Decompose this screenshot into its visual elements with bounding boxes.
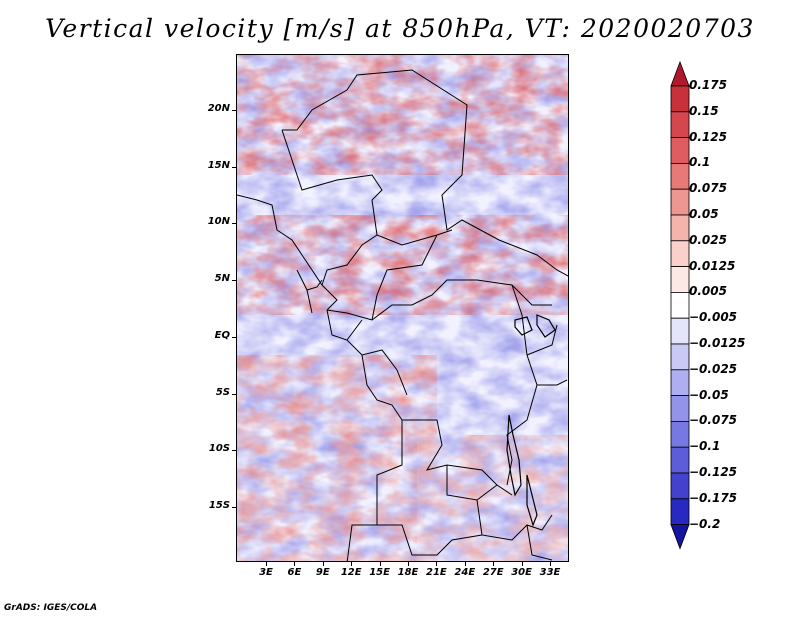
lon-tick — [266, 562, 267, 566]
colorbar-label: 0.1 — [689, 155, 711, 170]
lon-label: 30E — [511, 567, 532, 578]
lon-tick — [351, 562, 353, 566]
colorbar-label: 0.005 — [689, 284, 727, 299]
lat-tick — [232, 110, 236, 111]
colorbar-label: 0.025 — [689, 232, 727, 247]
lat-label: 15S — [208, 499, 230, 511]
colorbar-label: −0.025 — [689, 361, 738, 376]
lat-tick — [232, 506, 236, 508]
lon-label: 3E — [259, 567, 273, 578]
colorbar-label: −0.2 — [689, 516, 721, 531]
colorbar-label: 0.05 — [689, 207, 719, 221]
lat-label: 5N — [214, 273, 230, 285]
lat-tick — [232, 223, 236, 225]
colorbar-cell — [670, 111, 690, 138]
colorbar-label: 0.175 — [689, 78, 727, 92]
lon-tick — [294, 562, 296, 566]
velocity-field — [237, 55, 568, 561]
lon-label: 27E — [482, 567, 504, 578]
lon-label: 12E — [340, 567, 362, 578]
lat-tick — [232, 280, 236, 282]
colorbar-label: −0.175 — [689, 490, 738, 505]
colorbar-cell — [670, 137, 690, 164]
colorbar-cell — [670, 163, 690, 190]
colorbar-cell — [670, 395, 690, 422]
colorbar-label: −0.1 — [689, 439, 721, 454]
colorbar-label: −0.0125 — [689, 336, 746, 350]
lon-tick — [550, 562, 551, 566]
colorbar-cell — [670, 446, 690, 474]
colorbar-cell — [670, 240, 690, 268]
lat-label: EQ — [214, 329, 230, 341]
lon-tick — [322, 562, 324, 566]
lon-tick — [464, 562, 466, 566]
country-boundaries — [237, 69, 568, 561]
chart-title: Vertical velocity [m/s] at 850hPa, VT: 2… — [45, 14, 755, 43]
colorbar-cell — [670, 472, 690, 500]
colorbar — [670, 60, 690, 550]
colorbar-cell — [670, 343, 690, 371]
colorbar-cell — [670, 85, 690, 113]
lat-tick — [232, 393, 236, 395]
lon-label: 6E — [287, 567, 302, 578]
lon-label: 15E — [369, 567, 390, 578]
lon-tick — [408, 562, 409, 566]
lon-tick — [493, 562, 495, 566]
lon-label: 18E — [397, 567, 419, 578]
lon-label: 24E — [454, 567, 476, 578]
colorbar-label: 0.0125 — [689, 258, 736, 273]
lon-tick — [436, 562, 438, 566]
lat-tick — [232, 166, 236, 168]
colorbar-cell — [670, 498, 690, 525]
colorbar-cell — [670, 214, 690, 242]
lat-tick — [232, 450, 236, 452]
lat-label: 5S — [215, 386, 230, 398]
colorbar-min-arrow — [670, 524, 690, 550]
lon-tick — [379, 562, 381, 566]
lon-label: 9E — [315, 567, 330, 578]
lat-label: 20N — [207, 103, 230, 114]
colorbar-label: −0.005 — [689, 310, 738, 325]
lon-tick — [521, 562, 523, 566]
colorbar-cell — [670, 317, 690, 345]
lon-label: 33E — [539, 567, 561, 578]
colorbar-label: 0.125 — [689, 129, 727, 144]
lat-tick — [232, 336, 236, 338]
lat-label: 10N — [207, 216, 230, 228]
grads-credit: GrADS: IGES/COLA — [4, 603, 98, 613]
colorbar-cell — [670, 369, 690, 396]
colorbar-label: −0.125 — [689, 465, 738, 479]
colorbar-label: −0.075 — [689, 413, 738, 428]
colorbar-label: 0.15 — [689, 103, 719, 118]
colorbar-label: 0.075 — [689, 181, 727, 196]
colorbar-cell — [670, 420, 690, 448]
lat-label: 15N — [207, 159, 230, 171]
lon-label: 21E — [426, 567, 447, 578]
colorbar-cell — [670, 266, 690, 293]
map-panel — [236, 54, 569, 562]
colorbar-cell — [670, 188, 690, 216]
colorbar-max-arrow — [670, 60, 690, 87]
lake-outlines — [506, 314, 556, 527]
lat-label: 10S — [208, 443, 230, 455]
colorbar-cell — [670, 291, 690, 319]
colorbar-label: −0.05 — [689, 387, 729, 402]
